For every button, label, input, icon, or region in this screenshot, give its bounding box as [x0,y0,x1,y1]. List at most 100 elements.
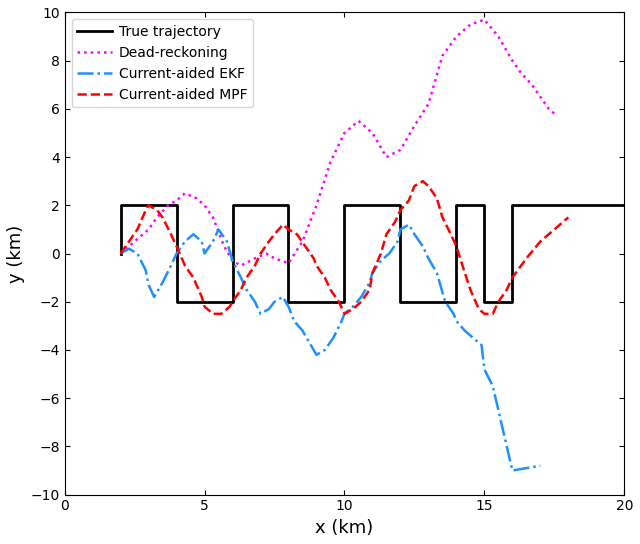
True trajectory [228,202,236,208]
Dead-reckoning [495,33,502,40]
True trajectory [397,299,404,305]
Line: Dead-reckoning: Dead-reckoning [120,20,554,265]
Dead-reckoning [369,129,376,136]
True trajectory [116,202,124,208]
True trajectory [509,202,516,208]
Dead-reckoning [237,262,244,269]
True trajectory [145,202,152,208]
Dead-reckoning [228,257,236,264]
Dead-reckoning [116,250,124,257]
Dead-reckoning [528,82,536,88]
Current-aided EKF [209,238,217,245]
True trajectory [620,202,628,208]
Current-aided EKF [419,243,427,250]
Line: Current-aided EKF: Current-aided EKF [120,225,540,471]
Current-aided EKF [214,226,222,233]
True trajectory [509,299,516,305]
True trajectory [145,202,152,208]
Current-aided EKF [497,419,505,425]
Dead-reckoning [438,53,446,59]
X-axis label: x (km): x (km) [316,519,374,537]
Dead-reckoning [164,202,172,208]
True trajectory [481,299,488,305]
Dead-reckoning [355,118,362,124]
Dead-reckoning [517,70,525,76]
Legend: True trajectory, Dead-reckoning, Current-aided EKF, Current-aided MPF: True trajectory, Dead-reckoning, Current… [72,20,253,107]
Dead-reckoning [424,101,432,107]
Dead-reckoning [545,106,552,112]
Dead-reckoning [326,159,334,165]
Dead-reckoning [173,197,180,204]
True trajectory [564,202,572,208]
True trajectory [509,202,516,208]
Dead-reckoning [262,250,270,257]
Dead-reckoning [312,202,320,208]
Dead-reckoning [340,129,348,136]
Dead-reckoning [452,33,460,40]
True trajectory [285,299,292,305]
True trajectory [452,202,460,208]
True trajectory [481,202,488,208]
Dead-reckoning [131,238,138,245]
True trajectory [228,202,236,208]
Current-aided EKF [536,462,544,469]
True trajectory [340,202,348,208]
Dead-reckoning [271,255,278,262]
True trajectory [228,299,236,305]
Current-aided MPF [564,214,572,221]
Dead-reckoning [397,146,404,153]
True trajectory [173,299,180,305]
Y-axis label: y (km): y (km) [7,225,25,283]
True trajectory [397,202,404,208]
Current-aided MPF [226,304,234,310]
True trajectory [228,299,236,305]
Current-aided MPF [419,178,427,184]
Dead-reckoning [467,21,474,28]
Dead-reckoning [201,202,209,208]
True trajectory [452,299,460,305]
Current-aided MPF [495,299,502,305]
True trajectory [173,299,180,305]
Dead-reckoning [411,122,419,129]
Dead-reckoning [299,238,307,245]
True trajectory [285,202,292,208]
Current-aided MPF [271,231,278,238]
True trajectory [564,202,572,208]
True trajectory [285,299,292,305]
Dead-reckoning [192,195,200,201]
Current-aided MPF [116,250,124,257]
Current-aided MPF [349,306,356,312]
Current-aided EKF [461,327,468,334]
Dead-reckoning [285,260,292,267]
True trajectory [340,299,348,305]
Line: Current-aided MPF: Current-aided MPF [120,181,568,314]
True trajectory [173,202,180,208]
Dead-reckoning [481,16,488,23]
Dead-reckoning [251,255,259,262]
True trajectory [481,299,488,305]
True trajectory [285,202,292,208]
Current-aided MPF [377,250,385,257]
True trajectory [397,299,404,305]
Current-aided EKF [116,250,124,257]
True trajectory [481,202,488,208]
True trajectory [340,299,348,305]
Dead-reckoning [509,58,516,64]
True trajectory [452,202,460,208]
Current-aided EKF [509,467,516,474]
True trajectory [452,299,460,305]
Current-aided MPF [209,311,217,317]
Current-aided MPF [201,304,209,310]
Dead-reckoning [209,214,217,221]
Dead-reckoning [145,226,152,233]
Line: True trajectory: True trajectory [120,205,624,302]
True trajectory [173,202,180,208]
True trajectory [340,202,348,208]
Dead-reckoning [153,214,161,221]
True trajectory [145,202,152,208]
Dead-reckoning [383,154,390,160]
Current-aided EKF [385,250,393,257]
Dead-reckoning [550,110,558,117]
Dead-reckoning [220,243,228,250]
True trajectory [116,250,124,257]
